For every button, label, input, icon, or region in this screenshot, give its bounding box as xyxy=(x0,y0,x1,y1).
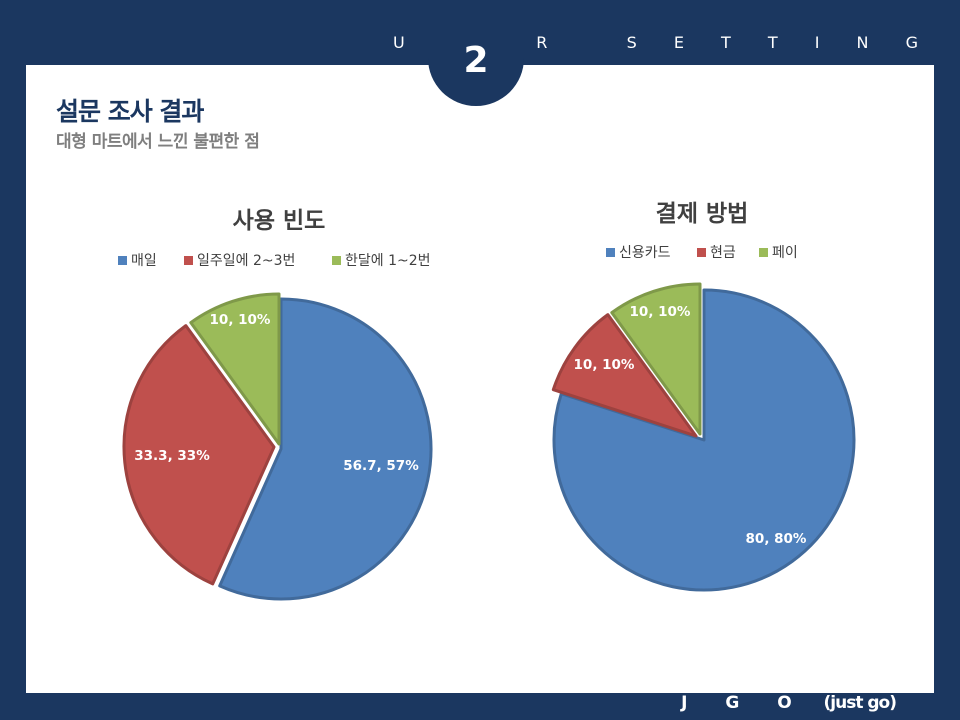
data-label: 80, 80% xyxy=(746,531,807,547)
slide-title: 설문 조사 결과 xyxy=(56,97,204,126)
legend-swatch xyxy=(184,256,193,265)
legend-entry: 한달에 1~2번 xyxy=(345,253,431,269)
page-number-badge: 2 xyxy=(428,20,524,106)
pie-slice xyxy=(218,297,433,601)
pie-slice xyxy=(551,313,698,438)
pie-slice xyxy=(610,282,702,436)
pie-slice xyxy=(189,292,281,446)
pie-slice xyxy=(122,324,276,586)
legend-entry: 신용카드 xyxy=(619,245,671,261)
footer-brand: J G O (just go) xyxy=(681,693,897,713)
footer-tagline: (just go) xyxy=(823,693,897,713)
data-label: 56.7, 57% xyxy=(343,458,419,474)
page-number: 2 xyxy=(463,39,489,81)
legend-entry: 페이 xyxy=(772,245,798,261)
legend-swatch xyxy=(332,256,341,265)
pie-slice xyxy=(552,288,856,592)
data-label: 33.3, 33% xyxy=(134,448,210,464)
legend-swatch xyxy=(759,248,768,257)
legend-swatch xyxy=(606,248,615,257)
chart-title: 사용 빈도 xyxy=(233,208,326,234)
chart-title: 결제 방법 xyxy=(656,201,749,227)
slide-subtitle: 대형 마트에서 느낀 불편한 점 xyxy=(56,132,260,152)
legend-swatch xyxy=(697,248,706,257)
legend-entry: 일주일에 2~3번 xyxy=(197,253,295,269)
data-label: 10, 10% xyxy=(630,304,691,320)
data-label: 10, 10% xyxy=(210,312,271,328)
data-label: 10, 10% xyxy=(574,357,635,373)
footer-brand-name: J G O xyxy=(681,693,808,713)
legend-entry: 현금 xyxy=(710,245,736,261)
legend-entry: 매일 xyxy=(131,253,157,269)
legend-swatch xyxy=(118,256,127,265)
